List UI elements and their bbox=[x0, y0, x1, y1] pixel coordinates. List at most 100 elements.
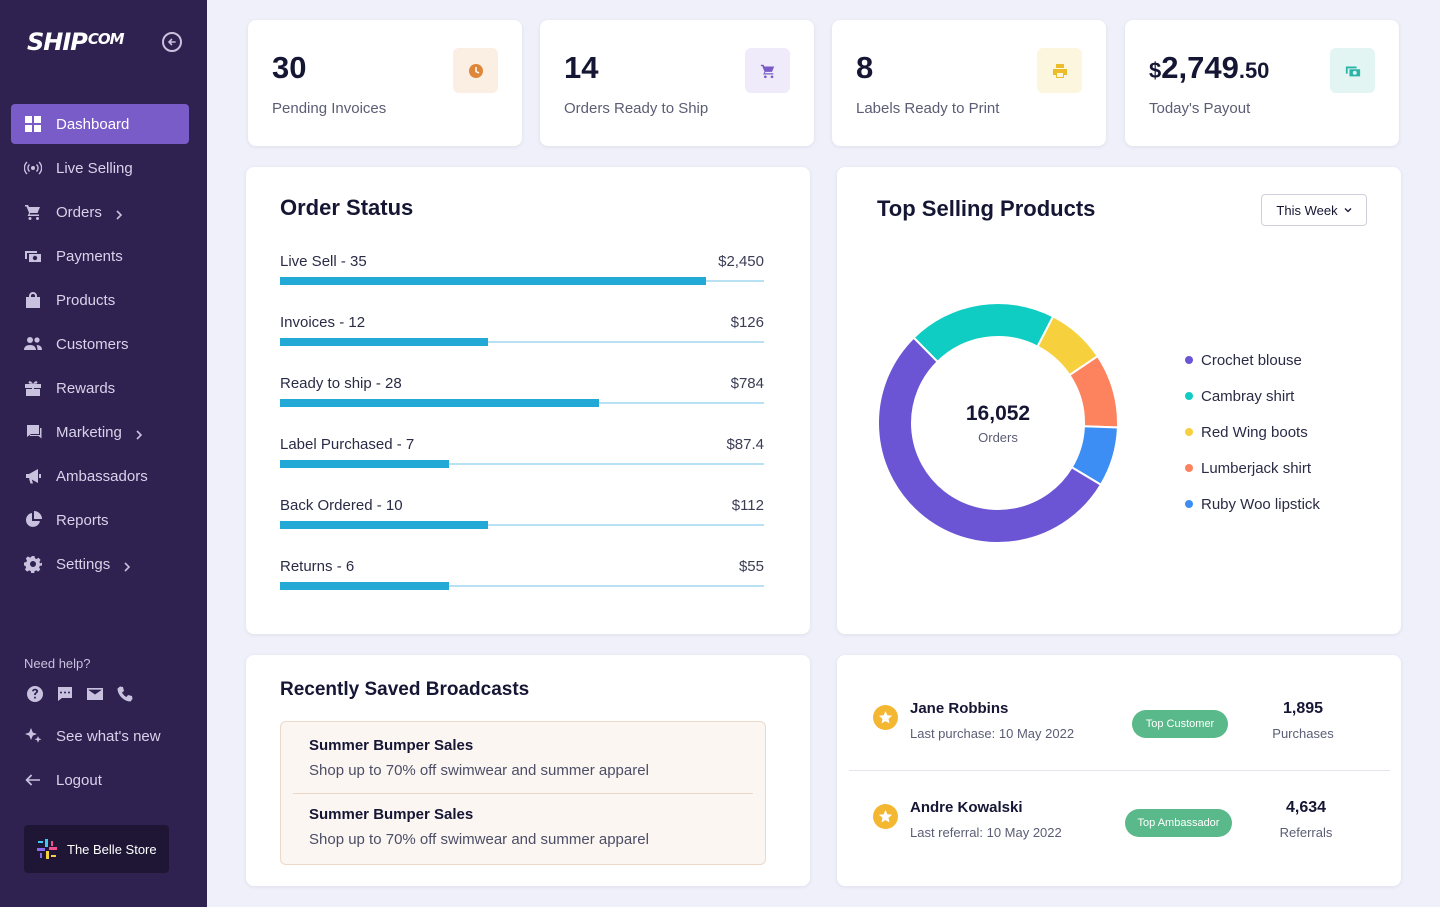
store-name: The Belle Store bbox=[67, 841, 157, 857]
chevron-right-icon bbox=[114, 207, 124, 220]
status-label: Ready to ship - 28 bbox=[280, 375, 402, 392]
donut-total: 16,052 bbox=[965, 401, 1031, 425]
legend-item[interactable]: Cambray shirt bbox=[1185, 378, 1320, 414]
order-status-row[interactable]: Returns - 6 $55 bbox=[280, 558, 764, 598]
logout-link[interactable]: Logout bbox=[24, 771, 102, 789]
status-track bbox=[280, 463, 764, 465]
week-filter-value: This Week bbox=[1276, 202, 1338, 218]
sidebar-item-label: Customers bbox=[56, 335, 129, 353]
status-progress-bar bbox=[280, 338, 489, 346]
legend-item[interactable]: Crochet blouse bbox=[1185, 342, 1320, 378]
see-whats-new-link[interactable]: See what's new bbox=[24, 727, 161, 745]
sidebar-item-label: Marketing bbox=[56, 423, 122, 441]
help-title: Need help? bbox=[24, 656, 91, 671]
broadcast-title: Summer Bumper Sales bbox=[309, 737, 474, 754]
printer-icon bbox=[1037, 48, 1082, 93]
person-subtext: Last purchase: 10 May 2022 bbox=[910, 726, 1075, 741]
sidebar-item-marketing[interactable]: Marketing bbox=[11, 412, 189, 452]
cart-icon bbox=[24, 203, 42, 221]
status-label: Invoices - 12 bbox=[280, 314, 366, 331]
stat-card-labels-ready[interactable]: 8 Labels Ready to Print bbox=[832, 20, 1106, 146]
legend-item[interactable]: Red Wing boots bbox=[1185, 414, 1320, 450]
message-icon[interactable] bbox=[55, 685, 74, 703]
dashboard-icon bbox=[24, 115, 42, 133]
store-switcher[interactable]: The Belle Store bbox=[24, 825, 169, 873]
legend-item[interactable]: Ruby Woo lipstick bbox=[1185, 486, 1320, 522]
top-ambassador-badge: Top Ambassador bbox=[1125, 809, 1232, 837]
divider bbox=[849, 770, 1390, 771]
sidebar-item-live-selling[interactable]: Live Selling bbox=[11, 148, 189, 188]
top-customer-row[interactable]: Jane Robbins Last purchase: 10 May 2022 … bbox=[873, 700, 1379, 770]
status-progress-bar bbox=[280, 277, 706, 285]
legend-dot bbox=[1185, 356, 1193, 364]
sidebar-item-customers[interactable]: Customers bbox=[11, 324, 189, 364]
sidebar-item-reports[interactable]: Reports bbox=[11, 500, 189, 540]
broadcast-desc: Shop up to 70% off swimwear and summer a… bbox=[309, 831, 649, 848]
sidebar-item-settings[interactable]: Settings bbox=[11, 544, 189, 584]
order-status-row[interactable]: Ready to ship - 28 $784 bbox=[280, 375, 764, 415]
broadcast-item[interactable]: Summer Bumper Sales Shop up to 70% off s… bbox=[293, 737, 753, 779]
legend-label: Red Wing boots bbox=[1201, 423, 1308, 441]
stat-card-pending-invoices[interactable]: 30 Pending Invoices bbox=[248, 20, 522, 146]
stat-card-todays-payout[interactable]: $2,749.50 Today's Payout bbox=[1125, 20, 1399, 146]
stat-card-orders-ready[interactable]: 14 Orders Ready to Ship bbox=[540, 20, 814, 146]
donut-slice[interactable] bbox=[877, 336, 1103, 544]
sidebar-item-ambassadors[interactable]: Ambassadors bbox=[11, 456, 189, 496]
payout-currency: $ bbox=[1149, 58, 1162, 83]
payments-icon bbox=[24, 247, 42, 265]
help-icons bbox=[25, 685, 134, 703]
sidebar-item-label: Products bbox=[56, 291, 116, 309]
sidebar-item-products[interactable]: Products bbox=[11, 280, 189, 320]
chevron-right-icon bbox=[122, 559, 132, 572]
broadcast-icon bbox=[24, 159, 42, 177]
status-label: Returns - 6 bbox=[280, 558, 355, 575]
chevron-down-icon bbox=[1344, 208, 1352, 213]
person-count-label: Purchases bbox=[1272, 726, 1334, 741]
top-customer-badge: Top Customer bbox=[1132, 710, 1228, 738]
phone-icon[interactable] bbox=[115, 685, 134, 703]
donut-center: 16,052 Orders bbox=[877, 302, 1119, 544]
legend-label: Cambray shirt bbox=[1201, 387, 1295, 405]
stat-label: Today's Payout bbox=[1149, 100, 1251, 117]
person-count: 4,634 bbox=[1285, 799, 1327, 816]
stat-label: Orders Ready to Ship bbox=[564, 100, 709, 117]
stat-value: 8 bbox=[856, 50, 874, 85]
gear-icon bbox=[24, 555, 42, 573]
status-amount: $112 bbox=[731, 497, 764, 514]
broadcast-item[interactable]: Summer Bumper Sales Shop up to 70% off s… bbox=[293, 806, 753, 848]
top-ambassador-row[interactable]: Andre Kowalski Last referral: 10 May 202… bbox=[873, 799, 1379, 869]
broadcast-list: Summer Bumper Sales Shop up to 70% off s… bbox=[280, 721, 766, 865]
person-count: 1,895 bbox=[1282, 700, 1324, 717]
sidebar-item-rewards[interactable]: Rewards bbox=[11, 368, 189, 408]
legend-dot bbox=[1185, 428, 1193, 436]
legend-dot bbox=[1185, 392, 1193, 400]
status-track bbox=[280, 341, 764, 343]
donut-label: Orders bbox=[978, 429, 1018, 445]
shipcom-logo[interactable]: SHIP COM bbox=[27, 28, 125, 56]
sidebar-item-dashboard[interactable]: Dashboard bbox=[11, 104, 189, 144]
question-icon[interactable] bbox=[25, 685, 44, 703]
broadcast-title: Summer Bumper Sales bbox=[309, 806, 474, 823]
chevron-right-icon bbox=[134, 427, 144, 440]
sidebar-item-orders[interactable]: Orders bbox=[11, 192, 189, 232]
top-selling-title: Top Selling Products bbox=[877, 196, 1096, 221]
legend-item[interactable]: Lumberjack shirt bbox=[1185, 450, 1320, 486]
order-status-row[interactable]: Back Ordered - 10 $112 bbox=[280, 497, 764, 537]
mail-icon[interactable] bbox=[85, 685, 104, 703]
order-status-card: Order Status Live Sell - 35 $2,450 Invoice… bbox=[246, 167, 810, 634]
legend-label: Ruby Woo lipstick bbox=[1201, 495, 1320, 513]
see-whats-new-label: See what's new bbox=[56, 727, 161, 745]
store-logo-icon bbox=[37, 839, 57, 859]
status-amount: $126 bbox=[730, 314, 764, 331]
sidebar-nav: Dashboard Live Selling Orders Payments P… bbox=[11, 104, 189, 588]
status-amount: $2,450 bbox=[718, 253, 764, 270]
order-status-row[interactable]: Invoices - 12 $126 bbox=[280, 314, 764, 354]
collapse-sidebar-icon[interactable] bbox=[162, 32, 182, 52]
sidebar-item-label: Reports bbox=[56, 511, 109, 529]
order-status-row[interactable]: Live Sell - 35 $2,450 bbox=[280, 253, 764, 293]
week-filter-select[interactable]: This Week bbox=[1261, 194, 1367, 226]
order-status-row[interactable]: Label Purchased - 7 $87.4 bbox=[280, 436, 764, 476]
sidebar-item-payments[interactable]: Payments bbox=[11, 236, 189, 276]
legend-label: Crochet blouse bbox=[1201, 351, 1302, 369]
status-progress-bar bbox=[280, 460, 450, 468]
